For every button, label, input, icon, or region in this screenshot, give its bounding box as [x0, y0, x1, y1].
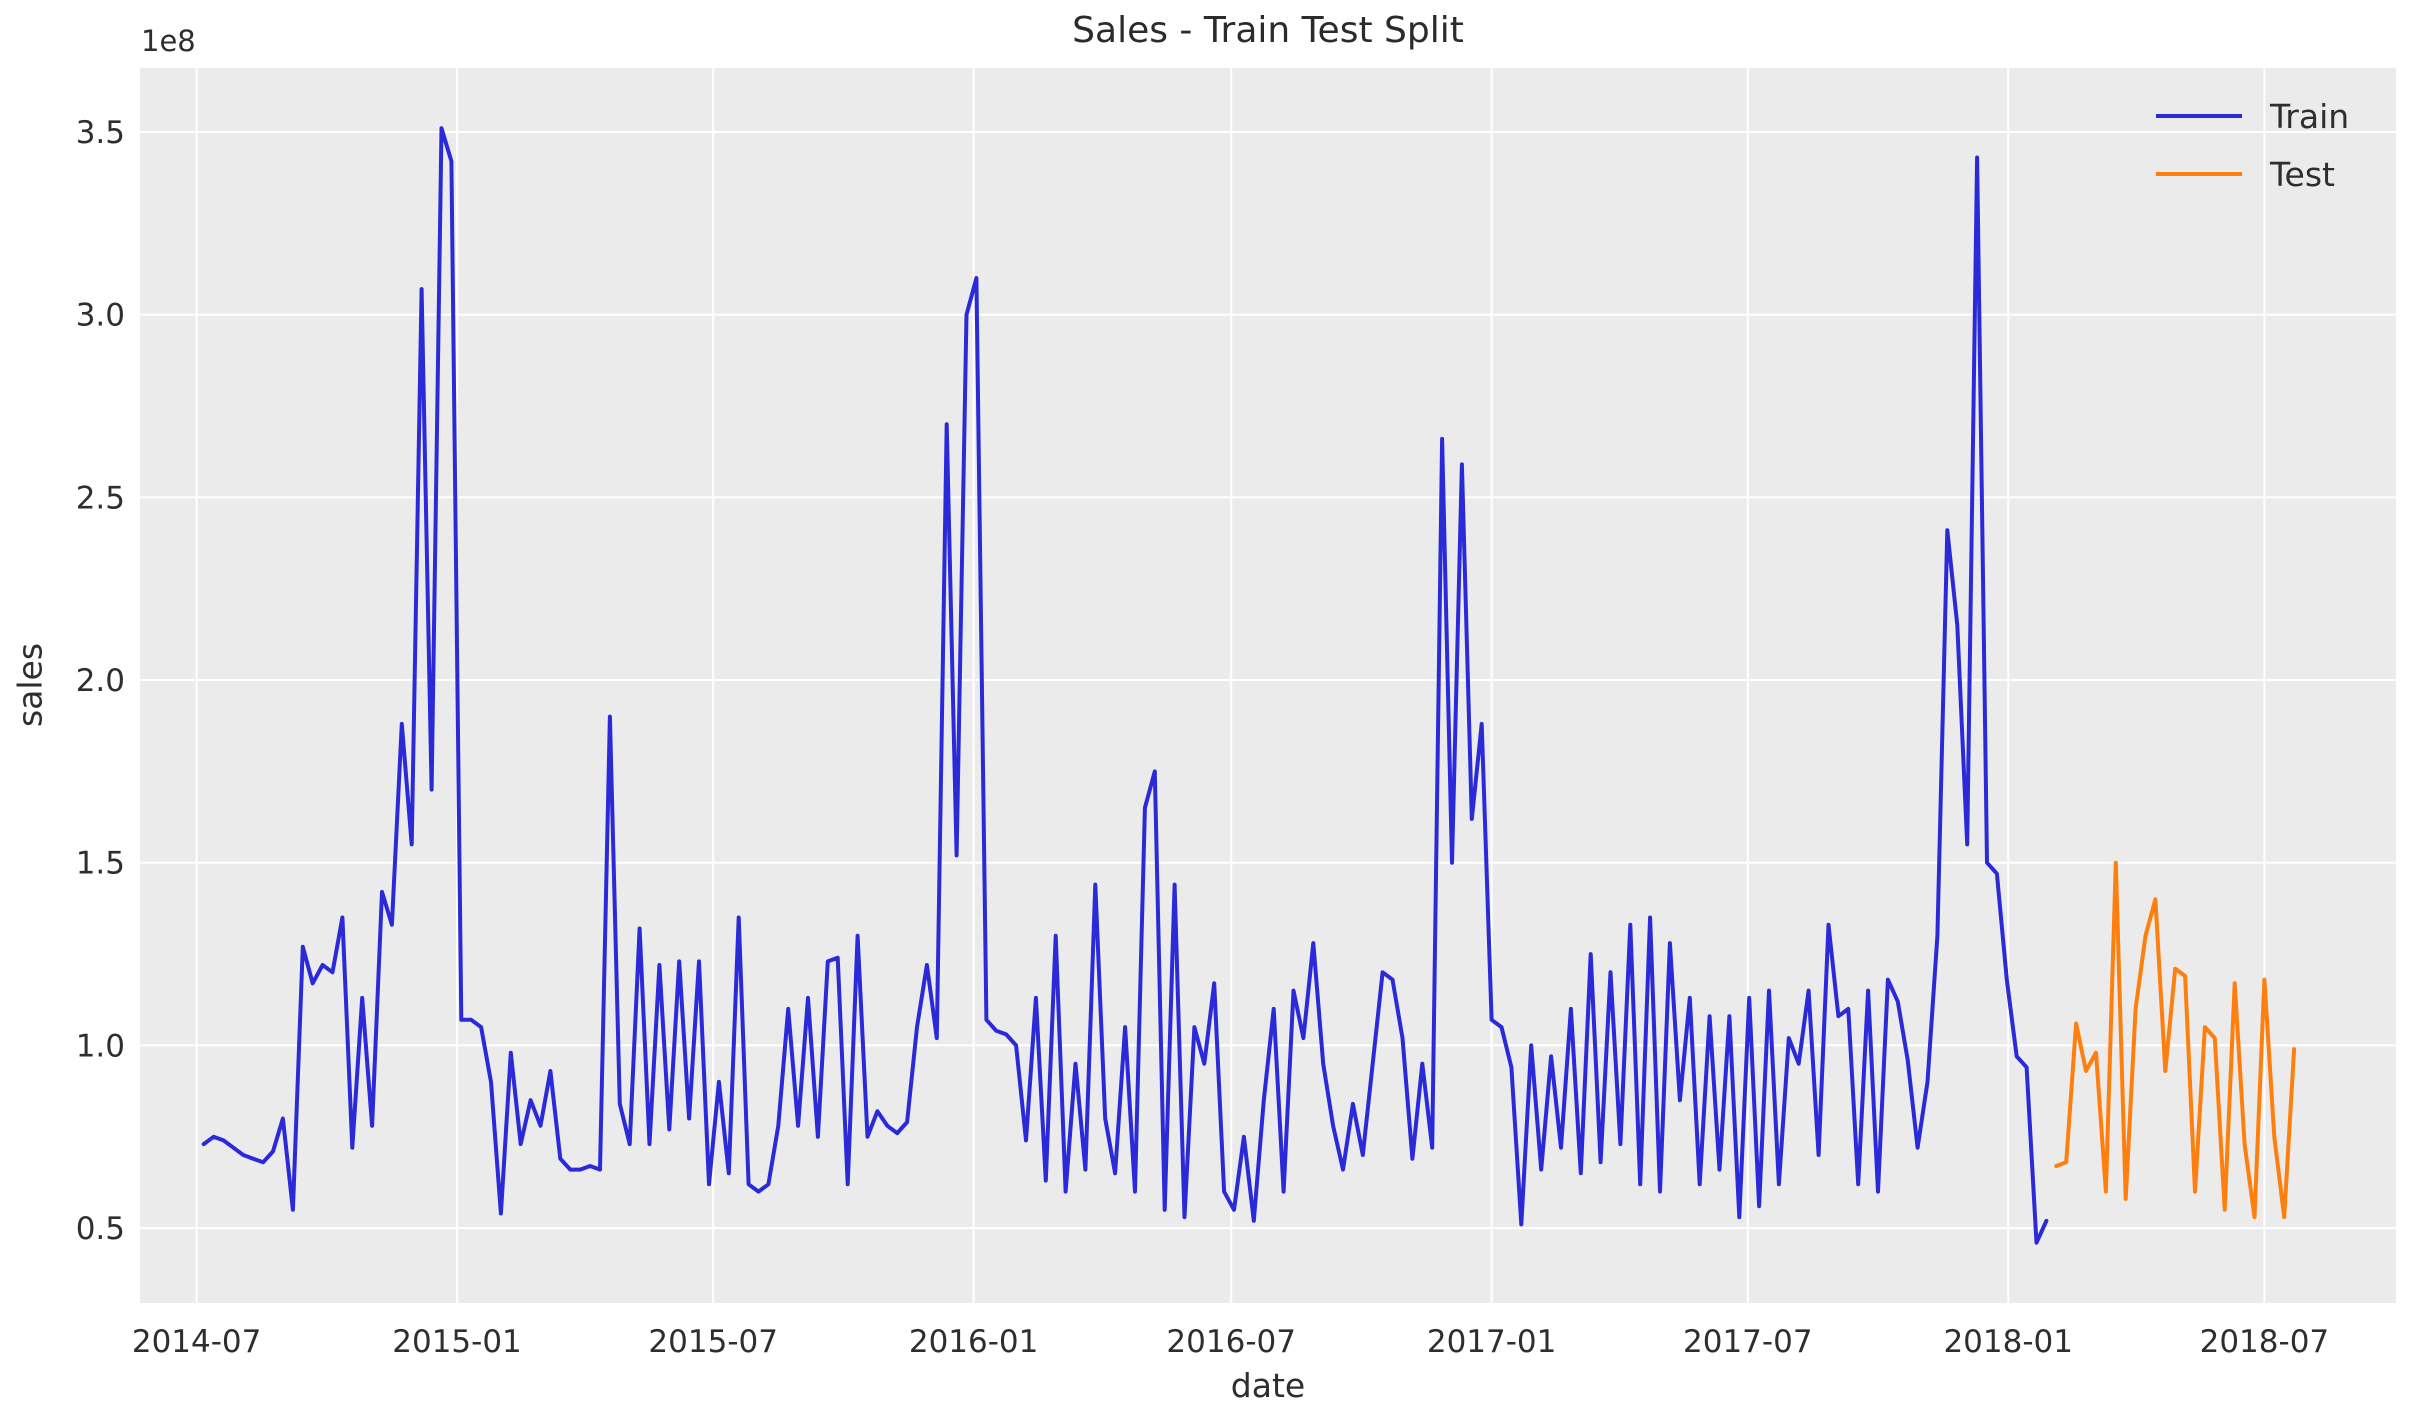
- y-tick-label: 3.5: [76, 115, 125, 151]
- chart-title: Sales - Train Test Split: [1072, 10, 1464, 51]
- x-tick-label: 2015-01: [392, 1324, 522, 1360]
- x-tick-label: 2014-07: [132, 1324, 262, 1360]
- x-tick-label: 2018-01: [1943, 1324, 2073, 1360]
- y-tick-label: 0.5: [76, 1211, 125, 1247]
- x-tick-label: 2015-07: [648, 1324, 778, 1360]
- x-tick-label: 2018-07: [2200, 1324, 2330, 1360]
- x-tick-label: 2016-01: [909, 1324, 1039, 1360]
- x-tick-label: 2016-07: [1166, 1324, 1296, 1360]
- y-tick-label: 1.5: [76, 846, 125, 882]
- x-axis-label: date: [1230, 1366, 1306, 1405]
- train-line-swatch: [2156, 114, 2242, 118]
- legend: Train Test: [2156, 94, 2349, 196]
- legend-label-train: Train: [2270, 96, 2350, 136]
- axes-background: [140, 68, 2396, 1303]
- train-series-line: [201, 126, 2049, 1245]
- y-tick-label: 1.0: [76, 1028, 125, 1064]
- y-tick-label: 3.0: [76, 298, 125, 334]
- x-tick-label: 2017-07: [1683, 1324, 1813, 1360]
- legend-entry-test: Test: [2156, 152, 2349, 196]
- y-axis-offset-text: 1e8: [141, 24, 196, 58]
- legend-label-test: Test: [2270, 154, 2335, 194]
- y-tick-label: 2.0: [76, 663, 125, 699]
- test-series-line: [2054, 860, 2297, 1220]
- x-tick-label: 2017-01: [1427, 1324, 1557, 1360]
- y-axis-label: sales: [10, 642, 50, 728]
- legend-entry-train: Train: [2156, 94, 2349, 138]
- y-tick-label: 2.5: [76, 480, 125, 516]
- test-line-swatch: [2156, 172, 2242, 176]
